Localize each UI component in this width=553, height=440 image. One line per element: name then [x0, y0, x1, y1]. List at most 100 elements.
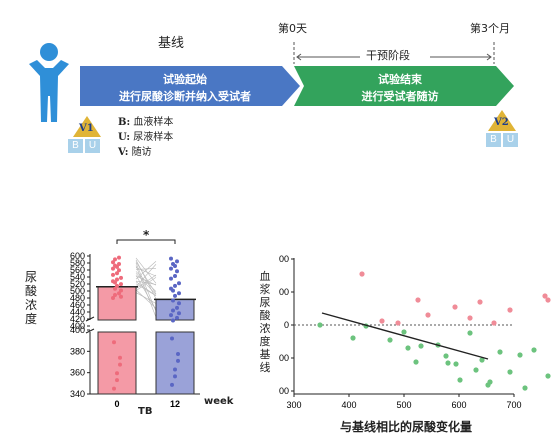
- scatter-point-green: [517, 352, 523, 358]
- arrow2-line2: 进行受试者随访: [361, 90, 439, 103]
- arrow2-line1: 试验结束: [378, 73, 422, 86]
- legend-item-urine: U: 尿液样本: [118, 132, 174, 143]
- scatter-y-tick-label: 0: [284, 320, 289, 330]
- scatter-y-tick-label: 00: [279, 353, 289, 363]
- scatter-point-red: [542, 293, 548, 299]
- data-point: [175, 305, 179, 310]
- data-point: [169, 286, 173, 291]
- baseline-label: 基线: [158, 36, 185, 51]
- data-point: [115, 378, 119, 383]
- scatter-point-red: [379, 318, 385, 324]
- paired-line: [135, 274, 157, 289]
- bar-y-tick-label: 400: [70, 325, 85, 335]
- paired-line: [135, 261, 157, 295]
- data-point: [117, 268, 121, 273]
- data-point: [177, 311, 181, 316]
- u-badge-v2: U: [503, 133, 518, 147]
- paired-line: [135, 289, 157, 309]
- scatter-point-red: [491, 320, 497, 326]
- scatter-point-green: [467, 330, 473, 336]
- trial-start-arrow: [80, 66, 300, 106]
- scatter-point-green: [405, 345, 411, 351]
- bar-y-tick-label: 500: [70, 286, 85, 296]
- scatter-y-title: 血浆尿酸浓度基线: [259, 270, 271, 374]
- bar-lower-12: [155, 331, 195, 395]
- data-point: [117, 291, 121, 296]
- data-point: [171, 318, 175, 323]
- paired-line: [135, 292, 157, 304]
- bar-y-tick-label: 380: [70, 346, 85, 356]
- paired-line: [135, 264, 157, 287]
- scatter-y-tick-label: 00: [279, 287, 289, 297]
- data-point: [170, 336, 174, 341]
- bar-y-tick-label: 560: [70, 265, 85, 275]
- data-point: [169, 276, 173, 281]
- data-point: [171, 298, 175, 303]
- scatter-y-tick-label: 00: [279, 386, 289, 396]
- intervention-label: 干预阶段: [366, 49, 410, 62]
- legend-item-blood: B: 血液样本: [118, 117, 174, 128]
- data-point: [176, 358, 180, 363]
- data-point: [169, 313, 173, 318]
- arrow1-line2: 进行尿酸诊断并纳入受试者: [119, 90, 251, 103]
- scatter-point-green: [497, 349, 503, 355]
- bar-y-tick-label: 480: [70, 293, 85, 303]
- trend-line: [321, 312, 489, 360]
- scatter-point-red: [467, 315, 473, 321]
- scatter-point-green: [350, 335, 356, 341]
- paired-line: [135, 275, 157, 286]
- data-point: [119, 288, 123, 293]
- data-point: [111, 279, 115, 284]
- bar-y-tick-label: 340: [70, 389, 85, 399]
- bar-y-tick-label: 420: [70, 314, 85, 324]
- scatter-point-green: [401, 329, 407, 335]
- scatter-x-tick-label: 600: [451, 400, 466, 410]
- scatter-point-green: [531, 347, 537, 353]
- paired-line: [135, 257, 157, 284]
- b-badge-v2: B: [486, 133, 501, 147]
- data-point: [177, 301, 181, 306]
- scatter-point-red: [452, 304, 458, 310]
- scatter-point-green: [453, 361, 459, 367]
- bar-y-tick-label: 600: [70, 251, 85, 261]
- data-point: [169, 256, 173, 261]
- scatter-point-green: [507, 369, 513, 375]
- data-point: [113, 263, 117, 268]
- bar-y-tick-label: 580: [70, 258, 85, 268]
- data-point: [171, 261, 175, 266]
- person-icon: [29, 43, 69, 122]
- scatter-point-green: [545, 373, 551, 379]
- scatter-point-green: [487, 379, 493, 385]
- bar-y-tick-label: 540: [70, 272, 85, 282]
- data-point: [111, 272, 115, 277]
- data-point: [175, 259, 179, 264]
- data-point: [170, 382, 174, 387]
- data-point: [119, 275, 123, 280]
- data-point: [111, 296, 115, 300]
- data-point: [115, 271, 119, 276]
- data-point: [177, 281, 181, 286]
- data-point: [113, 257, 117, 262]
- scatter-point-green: [443, 353, 449, 359]
- b-badge: B: [68, 139, 83, 153]
- bar-x-tick-label: 0: [114, 399, 119, 409]
- intervention-bracket: [293, 42, 495, 64]
- paired-line: [135, 275, 157, 311]
- month3-label: 第3个月: [470, 22, 510, 35]
- data-point: [119, 294, 123, 299]
- scatter-point-red: [425, 312, 431, 318]
- scatter-point-green: [445, 360, 451, 366]
- data-point: [115, 283, 119, 288]
- data-point: [175, 269, 179, 274]
- scatter-point-red: [415, 297, 421, 303]
- data-point: [118, 362, 122, 367]
- scatter-point-green: [387, 337, 393, 343]
- v2-triangle-icon: [488, 110, 516, 131]
- scatter-x-tick-label: 300: [286, 400, 301, 410]
- significance-star: *: [143, 228, 150, 242]
- scatter-point-green: [457, 377, 463, 383]
- bar-y-tick-label: 460: [70, 300, 85, 310]
- data-point: [173, 293, 177, 298]
- data-point: [117, 261, 121, 266]
- arrow1-line1: 试验起始: [163, 73, 207, 86]
